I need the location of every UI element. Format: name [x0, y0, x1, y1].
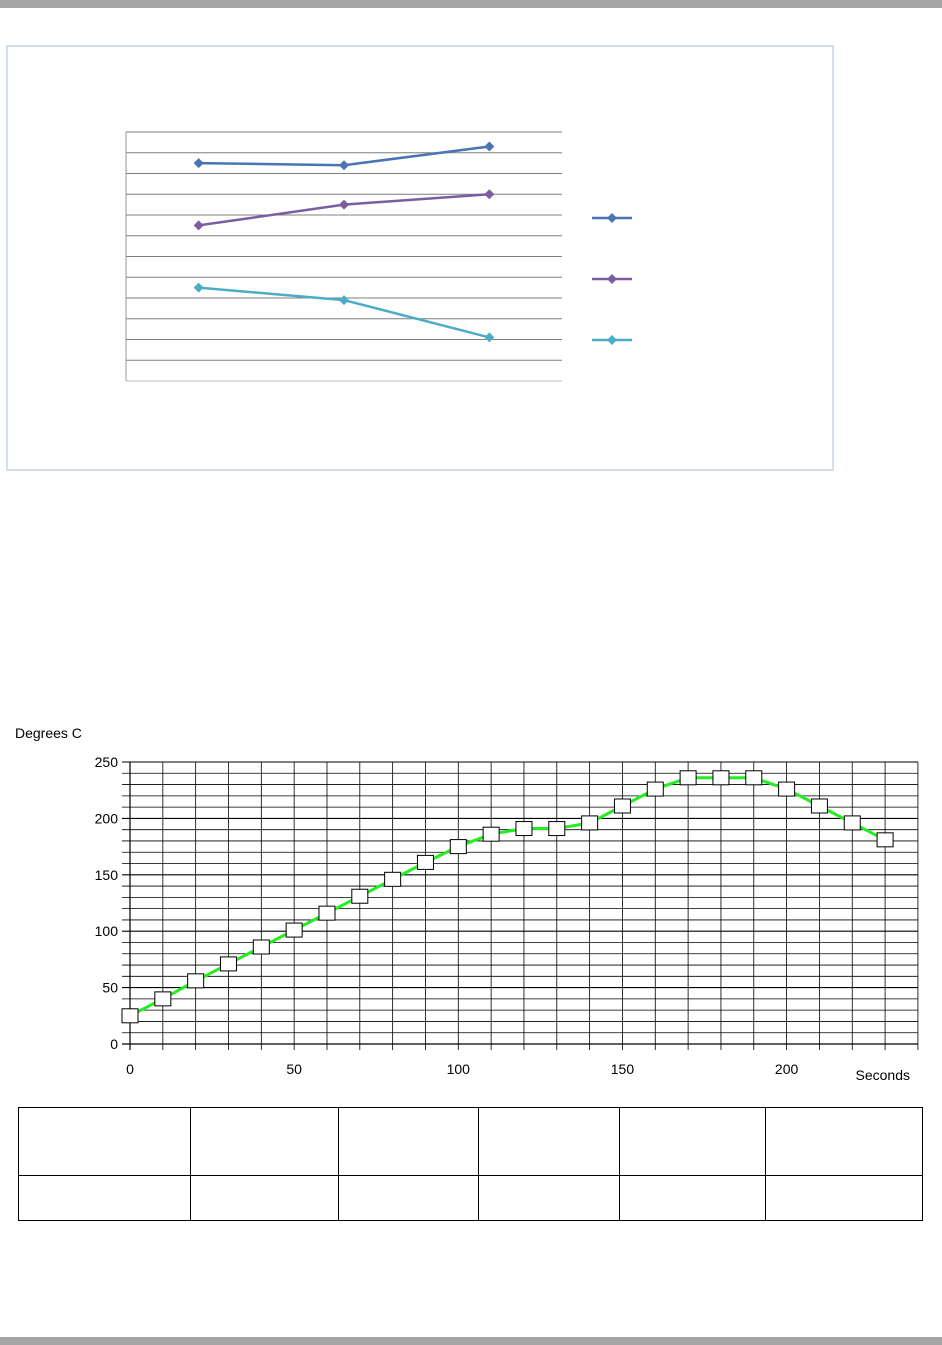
chart2-data-point	[515, 821, 533, 837]
table-row	[18, 1107, 923, 1176]
chart1-svg	[125, 131, 632, 382]
chart1-legend-marker	[607, 213, 617, 223]
chart1-data-point	[193, 220, 204, 231]
chart2-data-point	[548, 821, 566, 837]
chart2-data-point	[384, 871, 402, 887]
chart2-x-tick-label: 50	[286, 1061, 302, 1077]
table-cell	[619, 1107, 766, 1176]
chart2-y-tick-label: 100	[95, 923, 119, 939]
chart2-data-point	[252, 939, 270, 955]
chart2-y-tick-label: 200	[95, 810, 119, 826]
chart1-data-point	[193, 282, 204, 293]
chart2-x-tick-label: 0	[126, 1061, 134, 1077]
table-cell	[619, 1174, 766, 1222]
chart2-data-point	[679, 770, 697, 786]
chart1-data-point	[193, 158, 204, 169]
chart1-data-point	[339, 199, 349, 210]
chart1-series-line	[198, 193, 490, 227]
chart2-series-line	[129, 776, 886, 1018]
chart2-x-tick-label: 200	[775, 1061, 799, 1077]
table-row	[18, 1174, 923, 1222]
chart2-data-point	[810, 798, 828, 814]
chart2-x-axis-label: Seconds	[856, 1067, 910, 1083]
chart2-y-axis-label: Degrees C	[15, 725, 82, 741]
chart2-data-point	[778, 781, 796, 797]
table-cell	[765, 1174, 923, 1222]
table-cell	[478, 1107, 620, 1176]
chart1-legend-marker	[607, 335, 617, 345]
chart2-data-point	[482, 826, 500, 842]
chart2-data-point	[121, 1008, 139, 1024]
top-border-bar	[0, 0, 942, 8]
chart2-data-point	[318, 905, 336, 921]
table-cell	[18, 1107, 191, 1176]
chart2-y-tick-label: 250	[95, 754, 119, 770]
chart2-data-point	[745, 770, 763, 786]
table-cell	[765, 1107, 923, 1176]
table-cell	[338, 1174, 479, 1222]
chart2-svg: 0 50 100 150 200 250 0 50 100 150 200 Degrees C Seco…	[15, 725, 919, 1083]
chart1-data-point	[484, 141, 495, 152]
chart2-data-point	[285, 922, 303, 938]
chart2-data-point	[416, 854, 434, 870]
table-cell	[338, 1107, 479, 1176]
table-cell	[190, 1107, 339, 1176]
chart2-data-point	[154, 991, 172, 1007]
chart2-data-point	[219, 956, 237, 972]
table-cell	[190, 1174, 339, 1222]
chart2-y-tick-label: 0	[110, 1036, 118, 1052]
data-table	[18, 1107, 923, 1222]
chart1-data-point	[484, 332, 495, 343]
chart2-y-tick-label: 50	[102, 980, 118, 996]
chart2-data-point	[843, 815, 861, 831]
chart2-data-point	[449, 839, 467, 855]
chart2-data-point	[351, 888, 369, 904]
chart1-legend-marker	[607, 274, 617, 284]
chart2-x-tick-label: 100	[447, 1061, 471, 1077]
chart2-data-point	[613, 798, 631, 814]
chart1-data-point	[339, 160, 349, 171]
chart2-x-tick-label: 150	[611, 1061, 635, 1077]
chart2-data-point	[581, 815, 599, 831]
chart2-y-tick-label: 150	[95, 867, 119, 883]
table-cell	[18, 1174, 191, 1222]
chart2-data-point	[712, 770, 730, 786]
chart2-data-point	[646, 781, 664, 797]
bottom-border-bar	[0, 1337, 942, 1345]
chart2-data-point	[187, 973, 205, 989]
chart1-data-point	[484, 189, 495, 200]
chart1-frame	[6, 45, 834, 471]
chart1-data-point	[339, 295, 349, 306]
chart2-data-point	[876, 832, 894, 848]
table-cell	[478, 1174, 620, 1222]
